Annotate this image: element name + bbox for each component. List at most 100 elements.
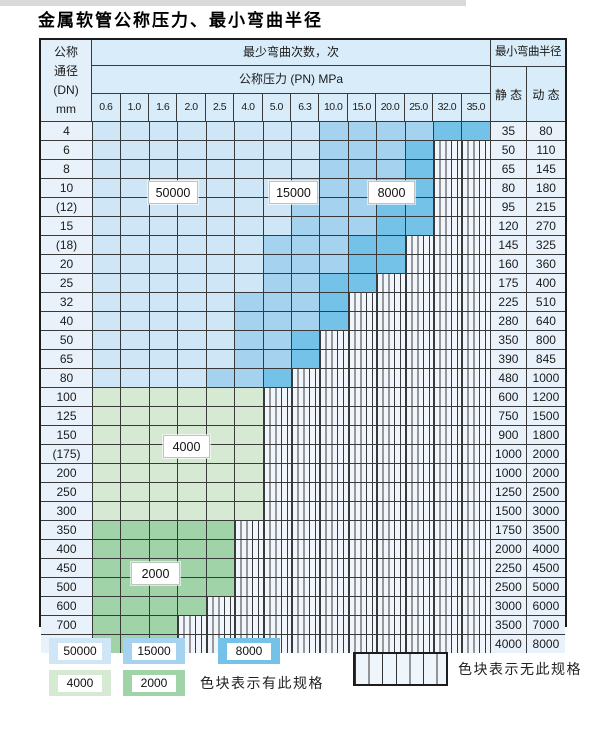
dynamic-radius-value: 325 [526,236,565,254]
no-spec-cell [320,483,349,501]
spec-cell-8000 [291,350,321,368]
static-radius-value: 1250 [490,483,527,501]
spec-cell-4000 [206,502,236,520]
spec-cell-2000 [93,559,122,577]
static-radius-value: 1000 [490,464,527,482]
no-spec-cell [405,369,435,387]
spec-cell-4000 [206,407,236,425]
spec-cell-4000 [93,502,122,520]
no-spec-cell [462,198,491,216]
no-spec-cell [377,350,406,368]
no-spec-cell [320,388,349,406]
spec-cell-50000 [206,122,236,140]
spec-cell-50000 [93,160,122,178]
pressure-column-header: 2.0 [177,93,206,121]
no-spec-cell [291,464,321,482]
spec-cell-2000 [121,540,150,558]
dn-cell: 300 [41,502,93,520]
pressure-column-header: 10.0 [319,93,348,121]
spec-cell-8000 [320,312,349,330]
no-spec-cell [434,179,463,197]
spec-cell-50000 [93,236,122,254]
spec-cell-50000 [235,255,264,273]
spec-cell-4000 [149,464,179,482]
dynamic-radius-value: 270 [526,217,565,235]
spec-cell-8000 [377,217,406,235]
spec-cell-50000 [178,312,207,330]
dn-cell: 8 [41,160,93,178]
dn-cell: 20 [41,255,93,273]
no-spec-cell [434,407,463,425]
no-spec-cell [462,350,491,368]
spec-cell-2000 [178,540,207,558]
no-spec-cell [434,198,463,216]
legend-no-spec-swatch [353,652,448,686]
table-row: 700 3500 7000 [41,616,565,635]
spec-cell-50000 [149,350,179,368]
no-spec-cell [263,388,292,406]
spec-cell-15000 [348,217,378,235]
spec-cell-50000 [93,141,122,159]
no-spec-cell [377,445,406,463]
spec-cell-8000 [320,274,349,292]
spec-cell-8000 [405,217,435,235]
no-spec-cell [348,521,378,539]
no-spec-cell [405,407,435,425]
dynamic-radius-value: 800 [526,331,565,349]
no-spec-cell [462,426,491,444]
no-spec-cell [235,597,264,615]
no-spec-cell [434,616,463,634]
spec-cell-50000 [178,293,207,311]
spec-cell-2000 [93,540,122,558]
spec-cell-50000 [206,293,236,311]
spec-cell-4000 [121,445,150,463]
spec-cell-15000 [263,350,292,368]
static-radius-value: 65 [490,160,527,178]
no-spec-cell [462,407,491,425]
spec-cell-2000 [206,540,236,558]
static-radius-value: 480 [490,369,527,387]
spec-cell-4000 [206,483,236,501]
dn-cell: 500 [41,578,93,596]
legend-swatch-2000: 2000 [123,670,185,696]
pressure-column-header: 1.0 [121,93,149,121]
table-row: 400 2000 4000 [41,540,565,559]
spec-cell-4000 [149,502,179,520]
no-spec-cell [263,521,292,539]
spec-cell-50000 [93,255,122,273]
no-spec-cell [377,521,406,539]
spec-cell-15000 [291,217,321,235]
no-spec-cell [377,559,406,577]
pressure-column-headers: 0.6 1.0 1.6 2.0 2.5 4.0 5.0 6.3 10.0 15.0 20.0 25.0… [92,93,490,121]
no-spec-cell [377,540,406,558]
dn-cell: 80 [41,369,93,387]
spec-cell-4000 [93,483,122,501]
static-radius-value: 4000 [490,635,527,653]
no-spec-cell [434,388,463,406]
no-spec-cell [462,388,491,406]
bend-times-header-group: 最少弯曲次数，次 公称压力 (PN) MPa 0.6 1.0 1.6 2.0 2.5 4.… [92,40,491,121]
spec-cell-15000 [348,160,378,178]
table-row: 80 480 1000 [41,369,565,388]
dn-cell: 250 [41,483,93,501]
static-radius-value: 1750 [490,521,527,539]
spec-cell-50000 [121,179,150,197]
no-spec-cell [348,635,378,653]
spec-cell-4000 [206,388,236,406]
no-spec-cell [462,635,491,653]
spec-cell-4000 [93,426,122,444]
no-spec-cell [434,521,463,539]
no-spec-cell [434,597,463,615]
spec-cell-15000 [291,312,321,330]
spec-cell-8000 [377,236,406,254]
spec-cell-8000 [320,293,349,311]
static-radius-value: 35 [490,122,527,140]
spec-cell-50000 [121,331,150,349]
spec-cell-4000 [93,464,122,482]
spec-cell-50000 [93,217,122,235]
dn-cell: 350 [41,521,93,539]
spec-cell-15000 [320,179,349,197]
spec-cell-50000 [235,236,264,254]
spec-cell-2000 [93,578,122,596]
no-spec-cell [348,388,378,406]
